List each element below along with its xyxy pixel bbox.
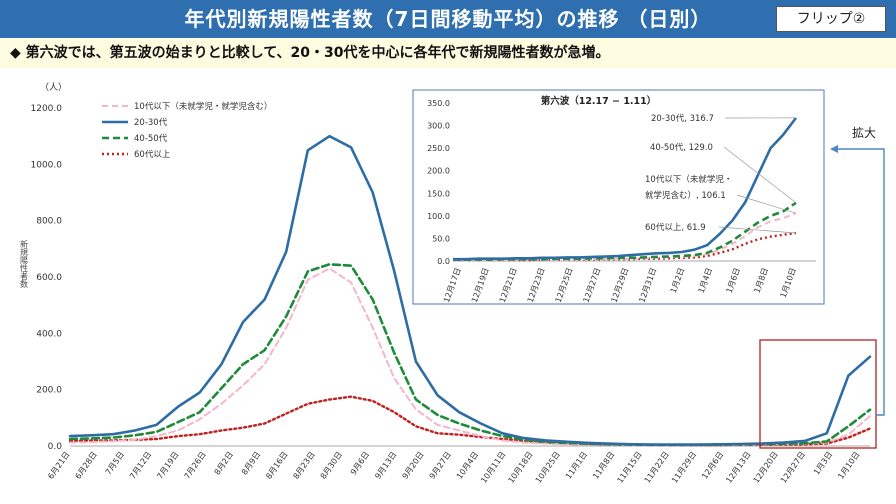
x-tick-label: 7月26日 [183,450,208,481]
inset-title: 第六波（12.17 − 1.11） [541,95,657,107]
x-tick-label: 9月13日 [373,450,398,481]
subtitle-bar [0,38,896,68]
inset-annotation: 40-50代, 129.0 [650,142,713,153]
y-unit-label: （人） [40,82,67,93]
x-tick-label: 6月21日 [46,450,71,481]
x-tick-label: 10月4日 [455,450,480,481]
zoom-connector [836,148,885,416]
flip-badge: フリップ② [776,6,886,32]
x-tick-label: 9月20日 [400,450,425,481]
x-tick-label: 6月28日 [74,450,99,481]
x-tick-label: 8月9日 [240,450,262,477]
y-tick-label: 1200.0 [31,104,63,114]
y-tick-label: 1000.0 [31,160,63,170]
inset-annotation: 60代以上, 61.9 [645,222,706,233]
inset-frame [412,89,825,305]
y-tick-label: 800.0 [36,217,62,227]
inset-y-tick-label: 250.0 [427,144,450,153]
inset-y-tick-label: 300.0 [427,122,450,131]
x-tick-label: 12月6日 [700,450,725,481]
inset-y-tick-label: 200.0 [427,167,450,176]
inset-y-tick-label: 0.0 [437,257,450,266]
y-axis-label: 新規陽性者数 [20,239,29,289]
highlight-box [759,339,877,449]
inset-y-tick-label: 150.0 [427,189,450,198]
inset-annotation: 20-30代, 316.7 [651,113,714,124]
x-tick-label: 8月23日 [291,450,316,481]
annotation-leader [736,194,797,214]
x-tick-label: 7月5日 [104,450,126,477]
inset-series-line [453,117,798,261]
x-tick-label: 11月1日 [564,450,589,481]
x-tick-label: 12月13日 [724,450,752,485]
inset-y-tick-label: 350.0 [427,99,450,108]
inset-annotation: 10代以下（未就学児・ [645,174,732,185]
x-tick-label: 8月16日 [264,450,289,481]
y-tick-label: 400.0 [36,329,62,339]
y-tick-label: 200.0 [36,386,62,396]
x-tick-label: 1月3日 [812,450,834,477]
header-bar [0,0,896,38]
inset-y-tick-label: 50.0 [432,234,450,243]
y-tick-label: 600.0 [36,273,62,283]
x-tick-label: 11月8日 [591,450,616,481]
annotation-leader [723,146,797,204]
legend-label: 60代以上 [134,149,171,160]
x-tick-label: 1月10日 [836,450,861,481]
x-tick-label: 11月15日 [615,450,643,485]
x-tick-label: 12月20日 [752,450,780,485]
zoom-label: 拡大 [852,126,876,140]
subtitle-text: ◆ 第六波では、第五波の始まりと比較して、20・30代を中心に各年代で新規陽性者… [10,45,610,61]
y-tick-label: 0.0 [48,442,63,452]
series-line [68,134,872,446]
x-tick-label: 7月12日 [128,450,153,481]
x-tick-label: 8月2日 [213,450,235,477]
x-tick-label: 10月11日 [479,450,507,485]
x-tick-label: 10月18日 [507,450,535,485]
inset-annotation: 就学児含む）, 106.1 [645,190,726,201]
x-tick-label: 9月6日 [349,450,371,477]
inset-y-tick-label: 100.0 [427,212,450,221]
x-tick-label: 8月30日 [319,450,344,481]
page-title: 年代別新規陽性者数（7日間移動平均）の推移 （日別） [184,7,712,31]
x-tick-label: 10月25日 [534,450,562,485]
x-tick-label: 9月27日 [428,450,453,481]
x-tick-label: 7月19日 [155,450,180,481]
x-tick-label: 12月27日 [779,450,807,485]
arrow-head [830,145,838,153]
legend-label: 20-30代 [134,117,168,128]
x-tick-label: 11月22日 [643,450,671,485]
legend-label: 10代以下（未就学児・就学児含む） [134,101,272,112]
legend-label: 40-50代 [134,133,168,144]
annotation-leader [718,226,797,234]
series-line [68,395,872,447]
x-tick-label: 11月29日 [670,450,698,485]
